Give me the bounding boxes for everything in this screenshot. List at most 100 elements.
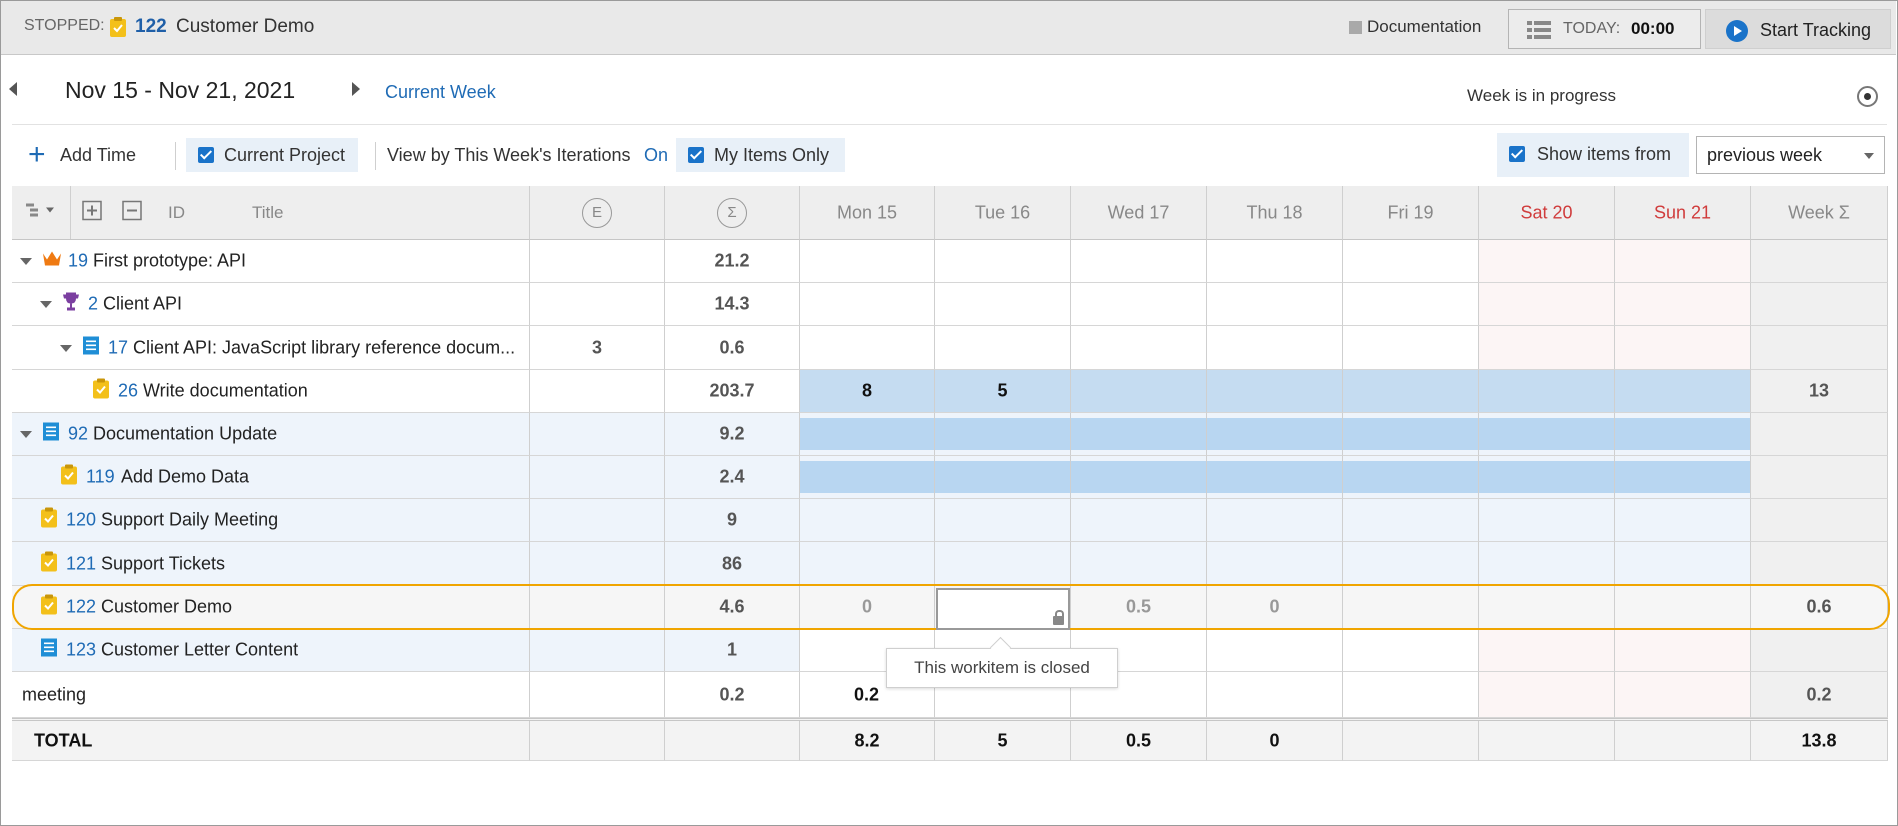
grid-cell[interactable]: 86 bbox=[665, 542, 800, 586]
grid-cell[interactable] bbox=[1479, 413, 1615, 456]
grid-cell[interactable]: 121 Support Tickets bbox=[12, 542, 530, 586]
grid-cell[interactable]: 17 Client API: JavaScript library referen… bbox=[12, 326, 530, 370]
table-row[interactable]: 119 Add Demo Data 2.4 bbox=[12, 456, 1888, 499]
grid-cell[interactable] bbox=[1479, 283, 1615, 326]
grid-cell[interactable]: 21.2 bbox=[665, 240, 800, 283]
grid-cell[interactable] bbox=[1071, 629, 1207, 672]
grid-cell[interactable] bbox=[1751, 283, 1888, 326]
my-items-only-toggle[interactable]: My Items Only bbox=[676, 138, 845, 172]
grid-cell[interactable] bbox=[1615, 283, 1751, 326]
collapse-caret-icon[interactable] bbox=[40, 301, 52, 308]
grid-cell[interactable] bbox=[1751, 499, 1888, 542]
view-by-iterations-label[interactable]: View by This Week's Iterations bbox=[387, 145, 631, 165]
grid-cell[interactable] bbox=[1615, 240, 1751, 283]
grid-cell[interactable]: 8 bbox=[800, 370, 935, 413]
table-row[interactable]: 121 Support Tickets 86 bbox=[12, 542, 1888, 586]
grid-cell[interactable] bbox=[1343, 629, 1479, 672]
grid-cell[interactable]: 9.2 bbox=[665, 413, 800, 456]
grid-cell[interactable] bbox=[530, 629, 665, 672]
week-status-radio[interactable] bbox=[1857, 86, 1878, 107]
grid-cell[interactable]: Mon 15 bbox=[800, 186, 935, 240]
grid-cell[interactable]: 3 bbox=[530, 326, 665, 370]
add-time-button[interactable]: Add Time bbox=[60, 145, 137, 165]
grid-cell[interactable] bbox=[1615, 672, 1751, 718]
grid-cell[interactable]: 2.4 bbox=[665, 456, 800, 499]
grid-cell[interactable]: 0.6 bbox=[1751, 586, 1888, 629]
grid-cell[interactable] bbox=[935, 283, 1071, 326]
grid-cell[interactable] bbox=[1615, 499, 1751, 542]
grid-cell[interactable] bbox=[800, 456, 935, 499]
grid-cell[interactable] bbox=[530, 542, 665, 586]
prev-week-icon[interactable] bbox=[9, 82, 17, 96]
grid-cell[interactable] bbox=[1343, 586, 1479, 629]
grid-cell[interactable] bbox=[1479, 456, 1615, 499]
grid-cell[interactable] bbox=[1207, 370, 1343, 413]
table-row[interactable]: 19 First prototype: API 21.2 bbox=[12, 240, 1888, 283]
grid-cell[interactable] bbox=[1343, 370, 1479, 413]
checkbox-checked-icon[interactable] bbox=[1509, 146, 1525, 162]
grid-cell[interactable] bbox=[1615, 413, 1751, 456]
collapse-caret-icon[interactable] bbox=[60, 344, 72, 352]
grid-cell[interactable]: 0.2 bbox=[665, 672, 800, 718]
grid-cell[interactable] bbox=[1751, 326, 1888, 370]
grid-cell[interactable] bbox=[935, 499, 1071, 542]
grid-cell[interactable]: Tue 16 bbox=[935, 186, 1071, 240]
grid-cell[interactable] bbox=[1751, 413, 1888, 456]
grid-cell[interactable]: Wed 17 bbox=[1071, 186, 1207, 240]
grid-cell[interactable] bbox=[1615, 370, 1751, 413]
grid-cell[interactable] bbox=[530, 370, 665, 413]
grid-cell[interactable]: Fri 19 bbox=[1343, 186, 1479, 240]
grid-cell[interactable]: Sun 21 bbox=[1615, 186, 1751, 240]
grid-cell[interactable] bbox=[1071, 499, 1207, 542]
grid-cell[interactable]: 9 bbox=[665, 499, 800, 542]
grid-cell[interactable]: Σ bbox=[665, 186, 800, 240]
grid-cell[interactable] bbox=[935, 672, 1071, 718]
grid-cell[interactable] bbox=[800, 326, 935, 370]
activity-label[interactable]: Documentation bbox=[1367, 17, 1482, 36]
grid-cell[interactable] bbox=[1615, 326, 1751, 370]
collapse-caret-icon[interactable] bbox=[20, 258, 32, 265]
grid-cell[interactable]: 0.2 bbox=[800, 672, 935, 718]
current-week-link[interactable]: Current Week bbox=[385, 82, 496, 102]
grid-cell[interactable] bbox=[1615, 629, 1751, 672]
grid-cell[interactable] bbox=[1343, 499, 1479, 542]
grid-cell[interactable] bbox=[1751, 542, 1888, 586]
checkbox-checked-icon[interactable] bbox=[198, 147, 214, 163]
table-row[interactable]: 26 Write documentation 203.7 8 5 13 bbox=[12, 370, 1888, 413]
grid-cell[interactable] bbox=[1343, 456, 1479, 499]
grid-cell[interactable]: 123 Customer Letter Content bbox=[12, 629, 530, 672]
grid-cell[interactable] bbox=[1751, 629, 1888, 672]
grid-cell[interactable] bbox=[1071, 283, 1207, 326]
today-timesheet-button[interactable]: TODAY: 00:00 bbox=[1508, 9, 1701, 49]
grid-cell[interactable] bbox=[1071, 326, 1207, 370]
tracker-item-id[interactable]: 122 bbox=[135, 16, 167, 37]
grid-cell[interactable]: Sat 20 bbox=[1479, 186, 1615, 240]
grid-cell[interactable]: 14.3 bbox=[665, 283, 800, 326]
grid-cell[interactable] bbox=[935, 542, 1071, 586]
grid-cell[interactable] bbox=[1207, 413, 1343, 456]
grid-cell[interactable]: ID Title bbox=[12, 186, 530, 240]
column-header-sum[interactable]: Σ bbox=[717, 197, 747, 228]
current-project-toggle[interactable]: Current Project bbox=[186, 138, 358, 172]
grid-cell[interactable] bbox=[530, 240, 665, 283]
grid-cell[interactable] bbox=[1207, 672, 1343, 718]
grid-cell[interactable] bbox=[1343, 240, 1479, 283]
grid-cell[interactable] bbox=[1207, 283, 1343, 326]
grid-cell[interactable] bbox=[1071, 542, 1207, 586]
grid-cell[interactable] bbox=[1343, 283, 1479, 326]
next-week-icon[interactable] bbox=[352, 82, 360, 96]
grid-cell[interactable] bbox=[935, 413, 1071, 456]
grid-cell[interactable] bbox=[1343, 326, 1479, 370]
grid-cell[interactable] bbox=[530, 499, 665, 542]
grid-cell[interactable]: 203.7 bbox=[665, 370, 800, 413]
grid-cell[interactable]: 0.2 bbox=[1751, 672, 1888, 718]
grid-cell[interactable]: 19 First prototype: API bbox=[12, 240, 530, 283]
grid-cell[interactable] bbox=[1207, 326, 1343, 370]
grid-cell[interactable] bbox=[1071, 370, 1207, 413]
grid-cell[interactable]: 120 Support Daily Meeting bbox=[12, 499, 530, 542]
expand-all-icon[interactable] bbox=[82, 200, 102, 225]
table-row[interactable]: 2 Client API 14.3 bbox=[12, 283, 1888, 326]
grid-cell[interactable] bbox=[1207, 499, 1343, 542]
grid-cell[interactable]: 13 bbox=[1751, 370, 1888, 413]
grid-cell[interactable] bbox=[1615, 456, 1751, 499]
